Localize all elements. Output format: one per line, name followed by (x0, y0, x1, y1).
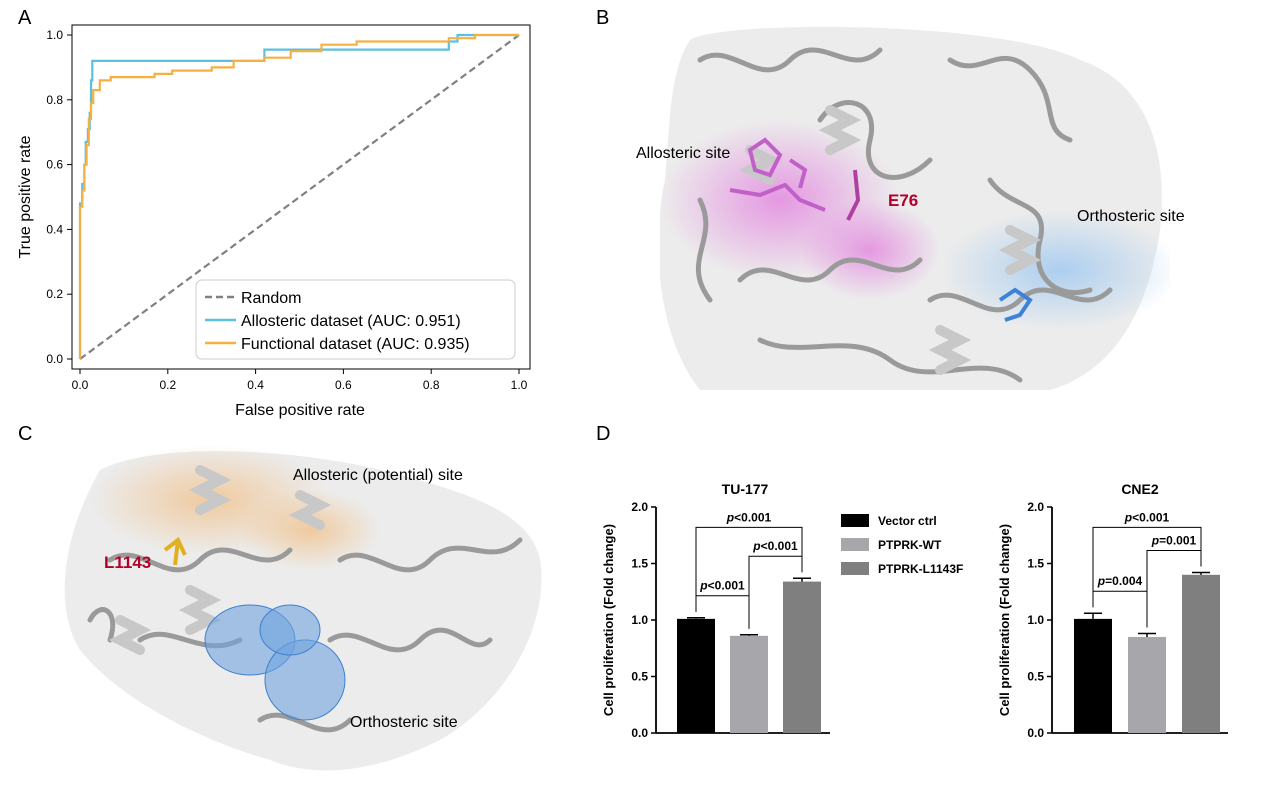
roc-y-axis-label: True positive rate (17, 135, 34, 258)
roc-x-axis-label: False positive rate (235, 402, 365, 419)
roc-legend-box (195, 279, 516, 360)
roc-lines (78, 33, 520, 360)
roc-series-random (79, 34, 520, 360)
tu177-bar (677, 618, 715, 733)
cne2-y-tick-label: 2.0 (1027, 500, 1044, 514)
roc-x-tick-label: 0.2 (159, 378, 176, 392)
bar-chart-title-tu177: TU-177 (722, 481, 769, 497)
roc-legend: Random Allosteric dataset (AUC: 0.951) F… (195, 279, 516, 360)
orthosteric-residue-stick (998, 287, 1033, 322)
cne2-p-value-label: p<0.001 (1124, 510, 1170, 524)
roc-x-tick-label: 0.6 (335, 378, 352, 392)
tu177-p-value-label: p<0.001 (752, 539, 798, 553)
bar-legend-swatch-l1143f (841, 562, 869, 575)
roc-y-tick-label: 0.2 (46, 287, 63, 301)
ribbons-c (87, 537, 523, 733)
residue-label-l1143: L1143 (104, 553, 151, 572)
cne2-p-value-label: p=0.001 (1151, 534, 1197, 548)
bar-chart-tu177: TU-177 Cell proliferation (Fold change) … (601, 481, 830, 740)
bar-y-axis-label-cne2: Cell proliferation (Fold change) (997, 524, 1012, 716)
residue-e76-stick (846, 169, 861, 221)
helices-c (108, 465, 332, 655)
tu177-p-value-label: p<0.001 (726, 510, 772, 524)
roc-chart: 0.0 0.2 0.4 0.6 0.8 1.0 0.0 0.2 0.4 0.6 0.8 1.0 Fal… (17, 24, 531, 419)
roc-y-tick-label: 1.0 (46, 28, 63, 42)
tu177-y-tick-label: 1.0 (631, 613, 648, 627)
roc-series-functional (78, 33, 519, 359)
ligand-b (729, 137, 826, 212)
roc-x-tick-label: 0.8 (423, 378, 440, 392)
orthosteric-site-label-b: Orthosteric site (1077, 208, 1185, 225)
tu177-bar (730, 635, 768, 733)
cne2-bar (1128, 636, 1166, 733)
tu177-y-tick-label: 1.5 (631, 557, 648, 571)
legend-label-random: Random (241, 290, 301, 307)
bar-legend-swatch-wt (841, 538, 869, 551)
legend-label-allosteric: Allosteric dataset (AUC: 0.951) (241, 313, 461, 330)
panel-label-d: D (596, 423, 611, 445)
legend-label-functional: Functional dataset (AUC: 0.935) (241, 336, 470, 353)
roc-x-tick-label: 0.0 (72, 378, 89, 392)
roc-y-tick-label: 0.0 (46, 352, 63, 366)
roc-x-tick-label: 1.0 (511, 378, 528, 392)
helices-b (738, 105, 1042, 375)
panel-label-b: B (596, 7, 610, 29)
cne2-y-tick-label: 0.0 (1027, 726, 1044, 740)
roc-x-tick-label: 0.4 (247, 378, 264, 392)
tu177-significance-bracket (695, 526, 803, 612)
structure-b-render: Allosteric site E76 Orthosteric site (636, 27, 1185, 390)
cne2-y-tick-label: 1.5 (1027, 557, 1044, 571)
tu177-y-tick-label: 0.5 (631, 670, 648, 684)
cne2-significance-bracket (1092, 526, 1202, 608)
structure-c-render: Allosteric (potential) site L1143 Orthos… (64, 445, 542, 771)
allosteric-surface-c2 (240, 490, 380, 570)
cne2-p-value-label: p=0.004 (1097, 574, 1143, 588)
cne2-y-tick-label: 1.0 (1027, 613, 1044, 627)
allosteric-surface-b2 (800, 200, 940, 300)
bar-legend: Vector ctrl PTPRK-WT PTPRK-L1143F (841, 514, 963, 576)
bar-legend-swatch-vector (841, 514, 869, 527)
tu177-bar (783, 581, 821, 733)
roc-y-tick-label: 0.6 (46, 158, 63, 172)
orthosteric-surface-b (940, 210, 1170, 330)
bar-legend-label-l1143f: PTPRK-L1143F (878, 562, 963, 576)
residue-label-e76: E76 (888, 191, 918, 210)
tu177-p-value-label: p<0.001 (699, 579, 745, 593)
roc-y-tick-label: 0.8 (46, 93, 63, 107)
bar-chart-cne2: CNE2 Cell proliferation (Fold change) 0.… (997, 481, 1228, 740)
roc-y-tick-label: 0.4 (46, 222, 63, 236)
bar-y-axis-label-tu177: Cell proliferation (Fold change) (601, 524, 616, 716)
ribbons-b (696, 47, 1113, 383)
allosteric-site-label-b: Allosteric site (636, 145, 730, 162)
residue-l1143-stick (163, 536, 187, 566)
cne2-bar (1074, 618, 1112, 733)
panel-label-c: C (18, 423, 33, 445)
cne2-bar (1182, 574, 1220, 733)
bar-chart-title-cne2: CNE2 (1121, 481, 1159, 497)
roc-ticks: 0.0 0.2 0.4 0.6 0.8 1.0 0.0 0.2 0.4 0.6 0.8 1.0 (46, 28, 527, 392)
bar-legend-label-vector: Vector ctrl (878, 514, 937, 528)
panel-label-a: A (18, 7, 32, 29)
orthosteric-mesh-c (204, 604, 346, 721)
tu177-y-tick-label: 2.0 (631, 500, 648, 514)
orthosteric-site-label-c: Orthosteric site (350, 714, 458, 731)
allosteric-site-label-c: Allosteric (potential) site (293, 467, 463, 484)
tu177-y-tick-label: 0.0 (631, 726, 648, 740)
bar-legend-label-wt: PTPRK-WT (878, 538, 942, 552)
cne2-y-tick-label: 0.5 (1027, 670, 1044, 684)
